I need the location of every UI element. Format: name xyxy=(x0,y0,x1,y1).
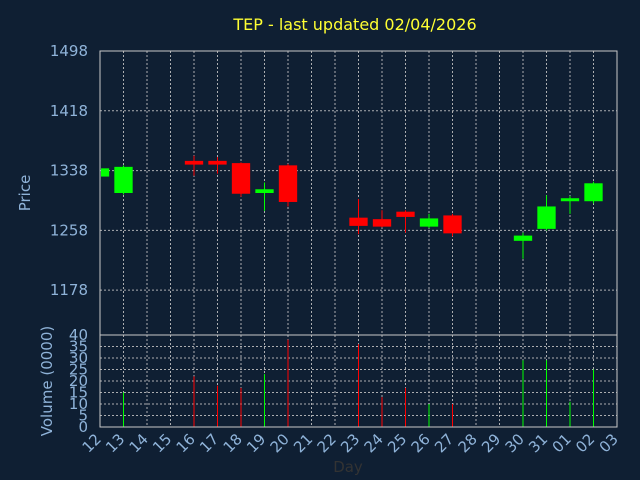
candle-body xyxy=(101,168,110,177)
volume-bars xyxy=(123,339,594,427)
volume-tick-label: 20 xyxy=(69,372,88,390)
x-tick-label: 25 xyxy=(384,430,410,456)
candle-body xyxy=(231,163,251,194)
x-tick-label: 30 xyxy=(502,430,528,456)
candle-body xyxy=(349,217,368,226)
candle-body xyxy=(537,206,556,229)
volume-panel-frame xyxy=(99,334,618,428)
price-tick-labels: 1498 1418 1338 1258 1178 xyxy=(50,42,88,299)
x-tick-label: 02 xyxy=(572,430,598,456)
x-tick-label: 21 xyxy=(290,430,316,456)
x-tick-label: 31 xyxy=(525,430,551,456)
volume-tick-label: 30 xyxy=(69,349,88,367)
x-tick-label: 20 xyxy=(267,430,293,456)
volume-tick-label: 0 xyxy=(78,418,88,436)
x-tick-label: 18 xyxy=(220,430,246,456)
candle-body xyxy=(560,198,580,202)
candle-body xyxy=(372,219,392,227)
candle-body xyxy=(419,218,439,227)
candle-body xyxy=(184,160,204,165)
x-tick-label: 01 xyxy=(549,430,575,456)
chart-title: TEP - last updated 02/04/2026 xyxy=(232,15,476,34)
volume-tick-label: 40 xyxy=(69,326,88,344)
candle-body xyxy=(584,183,603,202)
price-tick-label: 1338 xyxy=(50,162,88,180)
candle-body xyxy=(114,166,133,193)
price-axis-label: Price xyxy=(16,175,34,212)
candle-body xyxy=(255,189,274,193)
x-tick-label: 17 xyxy=(196,430,222,456)
x-axis-label: Day xyxy=(333,458,363,476)
price-tick-label: 1418 xyxy=(50,102,88,120)
volume-tick-label: 15 xyxy=(69,384,88,402)
x-tick-label: 26 xyxy=(408,430,434,456)
volume-tick-label: 10 xyxy=(69,395,88,413)
price-tick-label: 1498 xyxy=(50,42,88,60)
candle-body xyxy=(208,160,227,165)
price-tick-label: 1178 xyxy=(50,281,88,299)
x-tick-label: 28 xyxy=(455,430,481,456)
candle-body xyxy=(396,211,415,217)
x-tick-label: 24 xyxy=(361,430,387,456)
x-tick-label: 23 xyxy=(337,430,363,456)
price-candles xyxy=(99,155,603,259)
x-tick-label: 22 xyxy=(314,430,340,456)
price-tick-label: 1258 xyxy=(50,221,88,239)
x-tick-label: 29 xyxy=(478,430,504,456)
x-tick-label: 03 xyxy=(596,430,622,456)
x-tick-label: 14 xyxy=(126,430,152,456)
x-tick-label: 13 xyxy=(102,430,128,456)
volume-tick-label: 35 xyxy=(69,338,88,356)
x-tick-label: 15 xyxy=(149,430,175,456)
price-grid xyxy=(100,51,617,335)
candle-body xyxy=(278,165,298,202)
volume-tick-label: 5 xyxy=(78,407,88,425)
candle-body xyxy=(443,215,462,234)
x-tick-label: 19 xyxy=(243,430,269,456)
candle-body xyxy=(513,235,533,241)
volume-tick-label: 25 xyxy=(69,361,88,379)
x-tick-label: 27 xyxy=(431,430,457,456)
x-tick-label: 16 xyxy=(173,430,199,456)
x-tick-labels: 1213141516171819202122232425262728293031… xyxy=(79,430,622,456)
volume-axis-label: Volume (0000) xyxy=(38,326,56,436)
